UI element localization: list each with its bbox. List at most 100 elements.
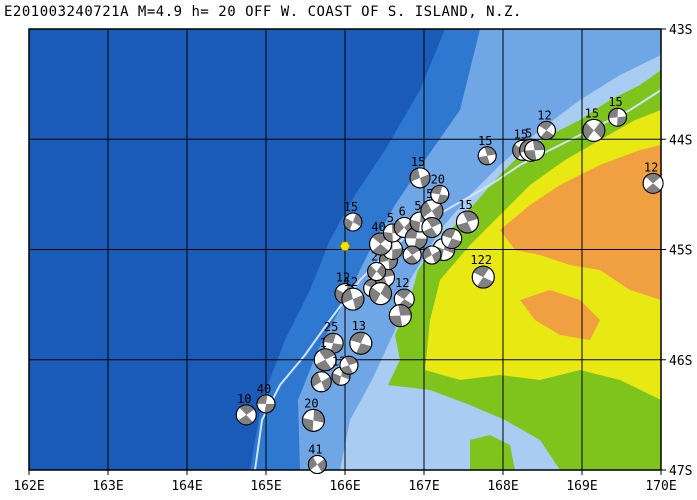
beachball-compression	[367, 265, 377, 279]
focal-mechanism[interactable]: 2	[367, 250, 387, 282]
mechanism-depth-label: 15	[411, 155, 425, 169]
mechanism-depth-label: 2	[371, 250, 378, 264]
focal-mechanism[interactable]: 15	[582, 106, 606, 142]
beachball-compression	[422, 227, 438, 238]
lon-tick-label: 164E	[171, 479, 202, 494]
beachball-compression	[431, 250, 441, 264]
beachball-compression	[478, 155, 490, 165]
mechanism-depth-label: 40	[257, 382, 271, 396]
mechanism-depth-label: 15	[478, 134, 492, 148]
focal-mechanism[interactable]: 15	[455, 198, 479, 234]
beachball-compression	[532, 140, 545, 151]
beachball-compression	[430, 185, 443, 195]
lat-tick-label: 44S	[669, 133, 692, 148]
beachball-compression	[352, 213, 362, 227]
beachball-compression	[617, 116, 627, 127]
focal-mechanism[interactable]: 12	[536, 108, 556, 140]
focal-mechanism[interactable]: 12	[642, 160, 664, 194]
mechanism-depth-label: 15	[344, 200, 358, 214]
lon-tick-label: 165E	[250, 479, 281, 494]
focal-mechanism[interactable]: 1	[313, 336, 337, 372]
focal-mechanism[interactable]: 15	[608, 95, 628, 127]
beachball-compression	[321, 376, 332, 392]
mechanism-depth-label: 40	[371, 220, 385, 234]
mechanism-depth-label: 15	[585, 106, 599, 120]
focal-mechanism[interactable]	[388, 304, 412, 328]
focal-mechanism[interactable]: 10	[235, 392, 257, 426]
land-mountain	[500, 145, 661, 300]
beachball-compression	[308, 456, 318, 471]
focal-mechanism[interactable]	[310, 371, 332, 393]
beachball-compression	[422, 246, 432, 260]
beachball-compression	[431, 204, 443, 221]
focal-mechanism[interactable]: 20	[430, 172, 450, 204]
map-title: E201003240721A M=4.9 h= 20 OFF W. COAST …	[4, 4, 522, 20]
beachball-compression	[369, 286, 381, 304]
beachball-compression	[512, 144, 523, 160]
beachball-compression	[410, 219, 421, 232]
beachball-compression	[420, 201, 432, 218]
beachball-compression	[313, 409, 325, 423]
focal-mechanism[interactable]	[369, 282, 393, 306]
beachball-compression	[239, 404, 255, 415]
mechanism-depth-label: 5	[525, 126, 532, 140]
focal-mechanism[interactable]: 15	[343, 200, 363, 232]
beachball-compression	[582, 122, 594, 140]
beachball-compression	[437, 194, 449, 204]
beachball-compression	[323, 333, 337, 344]
focal-mechanism[interactable]	[402, 245, 422, 265]
beachball-compression	[398, 304, 412, 316]
focal-mechanism[interactable]: 40	[369, 220, 393, 256]
beachball-compression	[524, 150, 537, 161]
beachball-compression	[388, 258, 398, 270]
beachball-compression	[318, 348, 336, 360]
beachball-compression	[264, 403, 275, 413]
focal-mechanism[interactable]	[441, 227, 463, 249]
focal-mechanism[interactable]	[421, 216, 443, 238]
lon-tick-label: 169E	[566, 479, 597, 494]
mechanism-depth-label: 5	[426, 187, 433, 201]
beachball-compression	[426, 217, 441, 228]
beachball-compression	[484, 146, 497, 156]
focal-mechanism[interactable]: 40	[256, 382, 276, 414]
beachball-compression	[608, 108, 619, 119]
beachball-compression	[376, 264, 386, 278]
beachball-compression	[645, 173, 661, 184]
mechanism-depth-label: 10	[237, 392, 251, 406]
mechanism-depth-label: 6	[399, 204, 406, 218]
focal-mechanism[interactable]: 12	[341, 275, 365, 311]
mechanism-depth-label: 12	[644, 160, 658, 174]
beachball-compression	[392, 248, 403, 260]
lon-tick-label: 167E	[408, 479, 439, 494]
lon-tick-label: 163E	[92, 479, 123, 494]
beachball-compression	[364, 279, 378, 289]
mechanism-depth-label: 12	[537, 108, 551, 122]
beachball-compression	[414, 238, 428, 250]
beachball-compression	[257, 394, 268, 404]
focal-mechanism[interactable]	[422, 245, 442, 265]
beachball-compression	[311, 372, 322, 387]
beachball-compression	[395, 289, 411, 300]
mechanism-depth-label: 5	[414, 199, 421, 213]
lon-tick-label: 170E	[645, 479, 676, 494]
focal-mechanism[interactable]: 122	[470, 253, 495, 289]
focal-mechanism[interactable]: 25	[322, 320, 344, 354]
focal-mechanism[interactable]: 13	[349, 319, 373, 355]
beachball-compression	[538, 121, 553, 131]
focal-mechanism[interactable]: 41	[307, 442, 327, 474]
focal-mechanism[interactable]: 15	[477, 134, 497, 166]
lat-tick-label: 45S	[669, 244, 692, 259]
focal-mechanism[interactable]: 20	[301, 396, 325, 432]
beachball-compression	[372, 243, 389, 255]
focal-mechanism[interactable]	[339, 355, 359, 375]
beachball-compression	[380, 283, 392, 301]
focal-mechanism[interactable]	[524, 139, 546, 161]
beachball-compression	[645, 183, 661, 194]
beachball-compression	[237, 414, 254, 425]
focal-mechanism[interactable]: 15	[409, 155, 431, 189]
mechanism-depth-label: 1	[320, 336, 327, 350]
beachball-compression	[330, 343, 344, 354]
beachball-compression	[343, 217, 353, 231]
land-mountain-south	[520, 290, 600, 340]
